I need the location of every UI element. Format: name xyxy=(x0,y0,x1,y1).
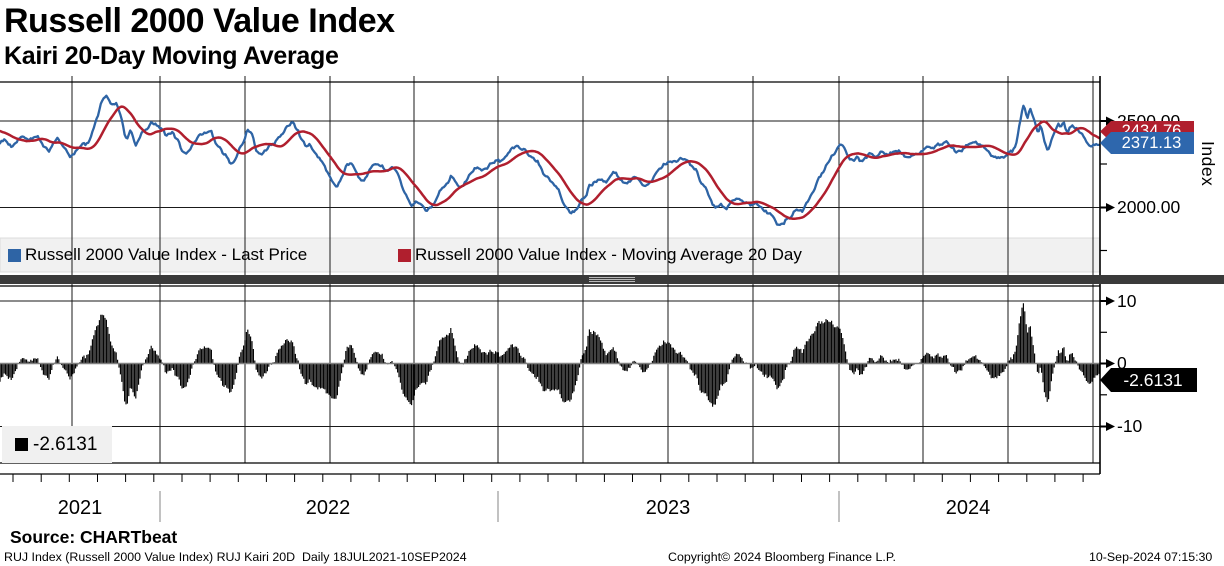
legend-entry-last-price: Russell 2000 Value Index - Last Price xyxy=(8,240,307,270)
page-subtitle: Kairi 20-Day Moving Average xyxy=(4,42,339,70)
kairi-legend: -2.6131 xyxy=(2,426,112,463)
panel-splitter xyxy=(0,275,1224,284)
legend-label-moving-average: Russell 2000 Value Index - Moving Averag… xyxy=(415,245,802,264)
kairi-swatch-icon xyxy=(15,438,28,451)
timestamp: 10-Sep-2024 07:15:30 xyxy=(1089,550,1213,564)
x-tick-2022: 2022 xyxy=(305,497,351,519)
copyright-note: Copyright© 2024 Bloomberg Finance L.P. xyxy=(668,550,896,564)
legend-entry-moving-average: Russell 2000 Value Index - Moving Averag… xyxy=(398,240,802,270)
kairi-legend-value: -2.6131 xyxy=(33,433,98,455)
moving-average-swatch-icon xyxy=(398,248,411,262)
last-price-badge: 2371.13 xyxy=(1100,132,1194,154)
price-tick-2000: 2000.00 xyxy=(1117,197,1181,217)
kairi-tick-neg10: -10 xyxy=(1117,416,1143,436)
last-price-swatch-icon xyxy=(8,248,21,262)
page-title: Russell 2000 Value Index xyxy=(4,2,395,40)
legend-label-last-price: Russell 2000 Value Index - Last Price xyxy=(25,245,308,264)
x-tick-2024: 2024 xyxy=(945,497,991,519)
price-axis-title: Index xyxy=(1198,141,1218,187)
x-tick-2023: 2023 xyxy=(645,497,691,519)
panel-resize-handle[interactable] xyxy=(589,277,635,282)
kairi-tick-10: 10 xyxy=(1117,291,1137,311)
x-tick-2021: 2021 xyxy=(57,497,103,519)
kairi-tick-0: 0 xyxy=(1117,353,1127,373)
source-note: Source: CHARTbeat xyxy=(10,527,178,547)
kairi-badge: -2.6131 xyxy=(1100,368,1197,392)
security-description: RUJ Index (Russell 2000 Value Index) RUJ… xyxy=(4,550,467,564)
